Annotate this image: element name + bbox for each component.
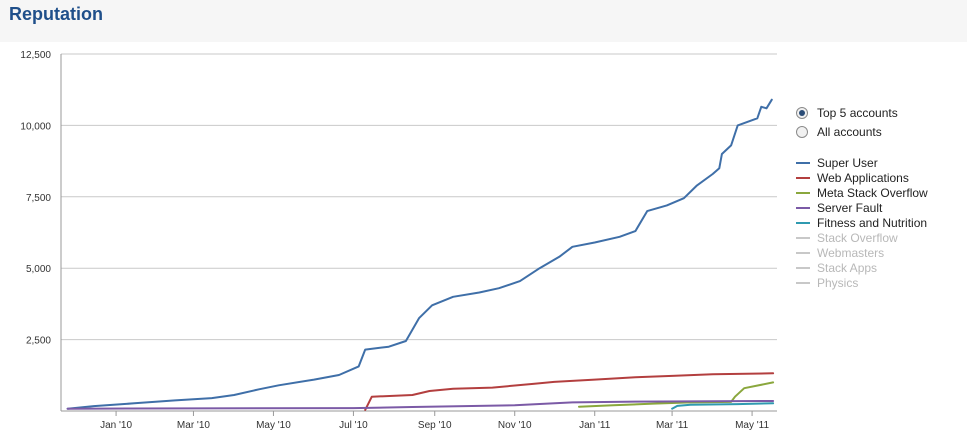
account-filter-options: Top 5 accounts All accounts xyxy=(796,103,961,141)
legend-swatch xyxy=(796,206,810,209)
radio-button[interactable] xyxy=(796,125,808,138)
legend-item-server-fault[interactable]: Server Fault xyxy=(796,200,961,215)
x-tick-label: Nov '10 xyxy=(498,420,532,431)
series-line-fitness-and-nutrition xyxy=(671,402,775,410)
y-tick-label: 7,500 xyxy=(26,193,51,204)
x-tick-label: Mar '11 xyxy=(656,420,689,431)
x-tick-label: Mar '10 xyxy=(177,420,210,431)
x-tick-label: Jan '11 xyxy=(579,420,611,431)
legend-swatch xyxy=(796,236,810,239)
series-legend: Super User Web Applications Meta Stack Ove… xyxy=(796,155,961,290)
series-line-super-user xyxy=(66,98,773,410)
legend-item-fitness-and-nutrition[interactable]: Fitness and Nutrition xyxy=(796,215,961,230)
legend-swatch xyxy=(796,176,810,179)
legend-swatch xyxy=(796,191,810,194)
radio-button[interactable] xyxy=(796,106,808,119)
legend-label: Webmasters xyxy=(817,245,885,260)
radio-option-all-accounts[interactable]: All accounts xyxy=(796,122,961,141)
series-line-web-applications xyxy=(364,372,775,411)
x-tick-label: Jan '10 xyxy=(100,420,132,431)
legend-swatch xyxy=(796,266,810,269)
legend-swatch xyxy=(796,281,810,284)
legend-item-webmasters[interactable]: Webmasters xyxy=(796,245,961,260)
x-tick-label: Sep '10 xyxy=(418,420,452,431)
legend-swatch xyxy=(796,161,810,164)
legend-label: Server Fault xyxy=(817,200,883,215)
y-tick-label: 5,000 xyxy=(26,264,51,275)
page-title: Reputation xyxy=(9,4,103,24)
legend-swatch xyxy=(796,251,810,254)
legend-label: Web Applications xyxy=(817,170,909,185)
legend-label: Fitness and Nutrition xyxy=(817,215,928,230)
radio-label: Top 5 accounts xyxy=(817,105,898,120)
radio-label: All accounts xyxy=(817,124,882,139)
legend-label: Stack Overflow xyxy=(817,230,898,245)
legend-label: Super User xyxy=(817,155,878,170)
y-tick-label: 12,500 xyxy=(20,50,51,61)
legend-swatch xyxy=(796,221,810,224)
reputation-chart: 2,500 5,000 7,500 10,000 12,500 Jan '10 Mar '1… xyxy=(20,50,777,431)
legend-item-stack-overflow[interactable]: Stack Overflow xyxy=(796,230,961,245)
legend-label: Meta Stack Overflow xyxy=(817,185,928,200)
legend-label: Physics xyxy=(817,275,859,290)
chart-legend: Top 5 accounts All accounts Super User Web… xyxy=(796,103,961,290)
legend-item-super-user[interactable]: Super User xyxy=(796,155,961,170)
legend-item-meta-stack-overflow[interactable]: Meta Stack Overflow xyxy=(796,185,961,200)
x-tick-label: May '10 xyxy=(256,420,291,431)
radio-option-top-5-accounts[interactable]: Top 5 accounts xyxy=(796,103,961,122)
y-tick-label: 2,500 xyxy=(26,336,51,347)
x-tick-label: May '11 xyxy=(735,420,769,431)
legend-item-web-applications[interactable]: Web Applications xyxy=(796,170,961,185)
legend-item-physics[interactable]: Physics xyxy=(796,275,961,290)
series-line-server-fault xyxy=(66,400,775,410)
x-tick-label: Jul '10 xyxy=(339,420,368,431)
legend-label: Stack Apps xyxy=(817,260,878,275)
legend-item-stack-apps[interactable]: Stack Apps xyxy=(796,260,961,275)
y-tick-label: 10,000 xyxy=(20,121,51,132)
header: Reputation xyxy=(0,0,967,42)
